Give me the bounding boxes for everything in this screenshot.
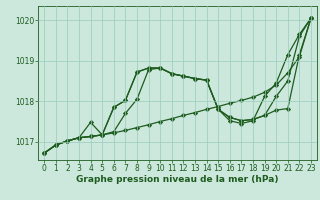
X-axis label: Graphe pression niveau de la mer (hPa): Graphe pression niveau de la mer (hPa)	[76, 175, 279, 184]
